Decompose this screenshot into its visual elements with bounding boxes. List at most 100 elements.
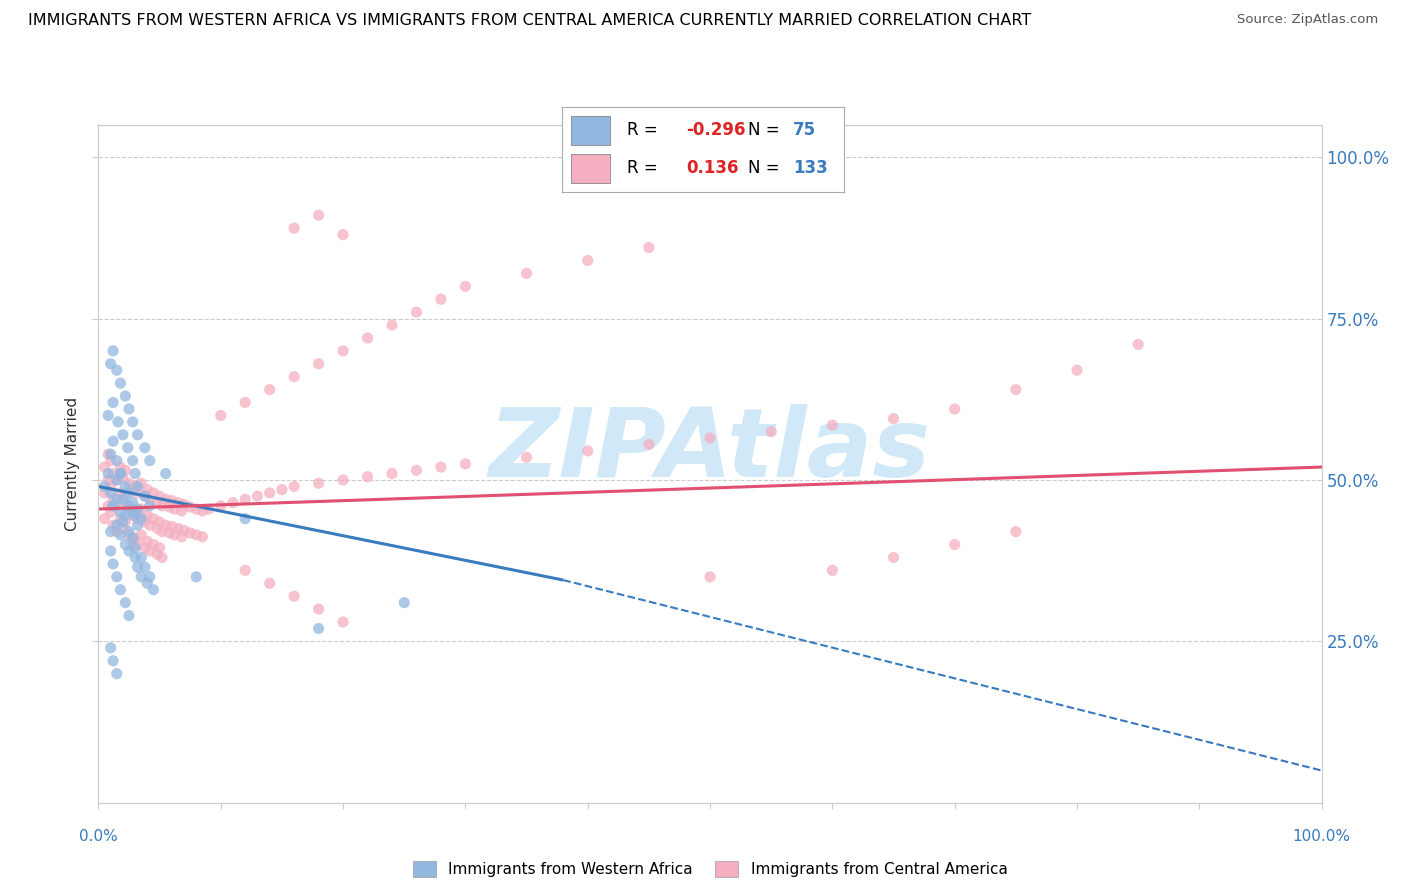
Point xyxy=(179,500,201,514)
Point xyxy=(110,376,132,391)
Point xyxy=(150,524,173,539)
Point xyxy=(110,582,132,597)
Point xyxy=(114,515,136,529)
Point xyxy=(127,518,149,533)
Point xyxy=(139,518,162,533)
Point xyxy=(93,460,115,475)
Point xyxy=(121,531,143,545)
Point xyxy=(129,512,152,526)
Point xyxy=(283,221,305,235)
Point xyxy=(100,524,122,539)
Point xyxy=(97,467,120,481)
Point xyxy=(1066,363,1088,377)
Point xyxy=(105,473,128,487)
Point xyxy=(101,467,124,481)
Point xyxy=(124,541,146,555)
Point xyxy=(121,415,143,429)
Point xyxy=(100,486,122,500)
Point xyxy=(100,505,122,519)
Point xyxy=(129,528,152,542)
Point xyxy=(270,483,294,497)
Point xyxy=(308,602,330,616)
Point xyxy=(101,499,124,513)
Point xyxy=(139,499,162,513)
Point xyxy=(233,563,256,577)
Point xyxy=(124,467,146,481)
Text: Source: ZipAtlas.com: Source: ZipAtlas.com xyxy=(1237,13,1378,27)
Point xyxy=(638,437,661,451)
Point xyxy=(121,483,143,497)
Point xyxy=(114,537,136,551)
Point xyxy=(97,447,120,461)
Point xyxy=(943,537,966,551)
Text: 0.0%: 0.0% xyxy=(79,830,118,844)
Text: N =: N = xyxy=(748,121,779,139)
Point xyxy=(149,489,172,503)
Point xyxy=(283,369,305,384)
Point xyxy=(179,525,201,540)
Point xyxy=(118,401,141,416)
Point xyxy=(111,521,134,535)
Bar xyxy=(571,116,610,145)
Point xyxy=(699,431,721,445)
Point xyxy=(127,479,149,493)
Point xyxy=(134,489,156,503)
Point xyxy=(127,512,149,526)
Point xyxy=(111,515,134,529)
Point xyxy=(246,489,269,503)
Point xyxy=(173,498,195,512)
Point xyxy=(454,279,477,293)
Point xyxy=(110,467,132,481)
Point xyxy=(883,550,905,565)
Bar xyxy=(571,153,610,183)
Point xyxy=(114,508,136,523)
Point xyxy=(392,596,416,610)
Point xyxy=(121,453,143,467)
Point xyxy=(146,521,169,535)
Point xyxy=(163,528,186,542)
Point xyxy=(638,241,661,255)
Point xyxy=(118,476,141,491)
Point xyxy=(146,547,169,561)
Point xyxy=(259,486,281,500)
Point xyxy=(105,570,128,584)
Text: 100.0%: 100.0% xyxy=(1292,830,1351,844)
Point xyxy=(110,486,132,500)
Point xyxy=(308,476,330,491)
Point xyxy=(699,570,721,584)
Point xyxy=(576,444,599,458)
Point xyxy=(101,557,124,571)
Point xyxy=(105,492,128,507)
Text: 75: 75 xyxy=(793,121,815,139)
Point xyxy=(821,563,844,577)
Point xyxy=(155,467,177,481)
Point xyxy=(93,479,115,493)
Point xyxy=(127,502,149,516)
Point xyxy=(114,389,136,403)
Text: R =: R = xyxy=(627,121,658,139)
Point xyxy=(332,343,354,358)
Point xyxy=(111,469,134,483)
Point xyxy=(110,460,132,475)
Point xyxy=(114,596,136,610)
Point xyxy=(515,266,537,280)
Point xyxy=(105,363,128,377)
Point xyxy=(146,495,169,509)
Text: R =: R = xyxy=(627,160,658,178)
Point xyxy=(943,401,966,416)
Point xyxy=(110,512,132,526)
Point xyxy=(233,492,256,507)
Point xyxy=(1004,524,1026,539)
Point xyxy=(124,531,146,545)
Point xyxy=(134,441,156,455)
Point xyxy=(139,453,162,467)
Point xyxy=(114,479,136,493)
Text: -0.296: -0.296 xyxy=(686,121,745,139)
Point xyxy=(134,541,156,555)
Point xyxy=(197,502,219,516)
Point xyxy=(124,505,146,519)
Point xyxy=(97,473,120,487)
Point xyxy=(233,512,256,526)
Point xyxy=(100,479,122,493)
Point xyxy=(134,560,156,574)
